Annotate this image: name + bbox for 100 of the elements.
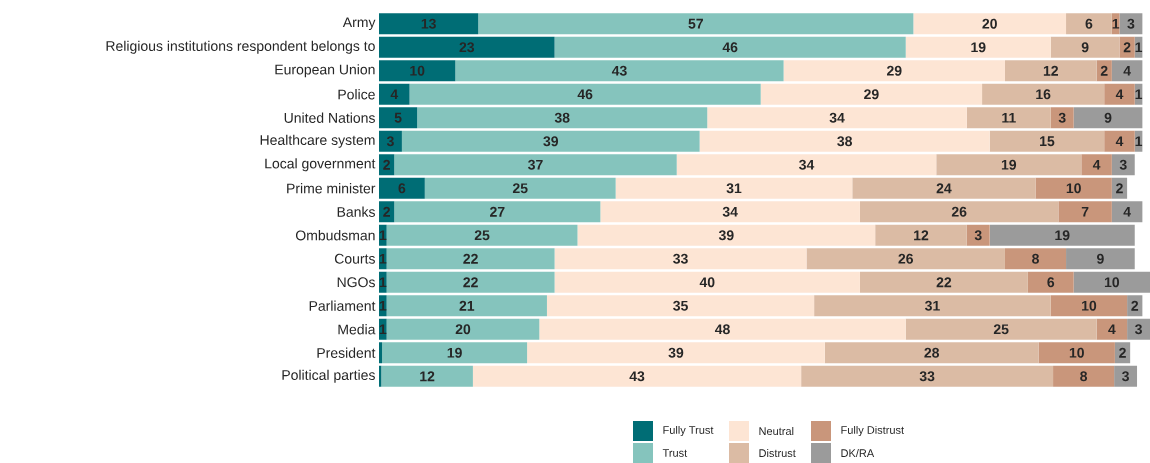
data-label: 39 [543, 136, 559, 147]
bar [913, 13, 1067, 35]
data-label: 2 [1100, 65, 1108, 76]
data-label: 43 [629, 371, 645, 382]
data-label: 31 [726, 183, 742, 194]
data-label: 20 [982, 18, 997, 29]
data-label: 10 [410, 65, 425, 76]
bar [379, 107, 418, 129]
bar [1119, 13, 1143, 35]
bar [1096, 318, 1128, 340]
legend-label: Fully Trust [663, 425, 714, 437]
bar [1111, 154, 1135, 176]
data-label: 2 [1123, 42, 1131, 53]
data-label: 2 [1119, 347, 1126, 358]
data-label: 48 [714, 324, 730, 335]
bar [379, 177, 425, 199]
bar [1081, 154, 1112, 176]
bar [455, 60, 784, 82]
bar [982, 83, 1105, 105]
data-label: 19 [447, 347, 462, 358]
bar [989, 224, 1135, 246]
bar [905, 318, 1097, 340]
bar [801, 365, 1054, 387]
bar [577, 224, 876, 246]
bar [539, 318, 906, 340]
data-label: 10 [1066, 183, 1081, 194]
data-label: 24 [936, 183, 952, 194]
data-label: 31 [924, 300, 940, 311]
bar [760, 83, 983, 105]
data-label: 9 [1081, 42, 1089, 53]
bar [989, 130, 1105, 152]
data-label: 35 [673, 300, 688, 311]
y-tick-label: Army [342, 17, 376, 31]
y-tick-label: Parliament [309, 300, 376, 311]
data-label: 3 [1134, 324, 1142, 335]
data-label: 6 [1085, 18, 1093, 29]
data-label: 25 [993, 324, 1009, 335]
data-label: 26 [951, 206, 967, 217]
data-label: 9 [1104, 112, 1112, 123]
bar [707, 107, 967, 129]
bar [409, 83, 761, 105]
bar [852, 177, 1036, 199]
bar [1104, 83, 1135, 105]
data-label: 4 [1123, 206, 1131, 217]
bar [1066, 13, 1112, 35]
bar [478, 13, 914, 35]
bar [1111, 201, 1143, 223]
y-tick-label: Healthcare system [260, 134, 375, 148]
data-label: 12 [914, 230, 929, 241]
data-label: 12 [1043, 65, 1058, 76]
data-label: 8 [1080, 371, 1088, 382]
bar [814, 295, 1051, 317]
bar [1038, 342, 1115, 364]
y-tick-label: Courts [334, 253, 375, 264]
y-tick-label: Religious institutions respondent belongs to [106, 40, 375, 54]
bar [379, 342, 383, 364]
bar [1073, 271, 1150, 293]
bar [859, 201, 1059, 223]
data-label: 3 [1127, 18, 1135, 29]
data-label: 29 [864, 89, 879, 100]
y-tick-label: NGOs [337, 277, 375, 288]
data-label: 7 [1081, 206, 1089, 217]
bar [875, 224, 967, 246]
bar [381, 365, 473, 387]
bar [394, 201, 601, 223]
data-label: 57 [688, 18, 703, 29]
bar [401, 130, 700, 152]
bar [1053, 365, 1115, 387]
bar [386, 318, 540, 340]
data-label: 5 [394, 112, 402, 123]
data-label: 19 [1055, 230, 1070, 241]
data-label: 10 [1082, 300, 1097, 311]
data-label: 37 [528, 159, 543, 170]
data-label: 19 [971, 42, 986, 53]
bar [859, 271, 1028, 293]
y-tick-label: Police [338, 89, 375, 100]
bar [966, 107, 1051, 129]
bar [1104, 130, 1135, 152]
legend-label: Neutral [759, 426, 794, 436]
data-label: 39 [718, 230, 734, 241]
data-label: 16 [1036, 89, 1051, 100]
bar [527, 342, 825, 364]
y-tick-label: President [317, 347, 376, 358]
data-label: 34 [829, 112, 845, 123]
data-label: 3 [1058, 112, 1066, 123]
data-label: 3 [1122, 371, 1129, 382]
bar [1058, 201, 1112, 223]
bar [554, 36, 906, 58]
data-label: 46 [577, 89, 593, 100]
data-label: 33 [919, 371, 935, 382]
data-label: 38 [837, 136, 853, 147]
data-label: 10 [1069, 347, 1084, 358]
data-label: 4 [1108, 324, 1116, 335]
data-label: 20 [455, 324, 471, 335]
bar [386, 224, 578, 246]
data-label: 3 [1119, 159, 1127, 170]
bar [966, 224, 990, 246]
y-tick-label: European Union [275, 64, 375, 78]
bar [1004, 60, 1097, 82]
data-label: 43 [611, 65, 627, 76]
